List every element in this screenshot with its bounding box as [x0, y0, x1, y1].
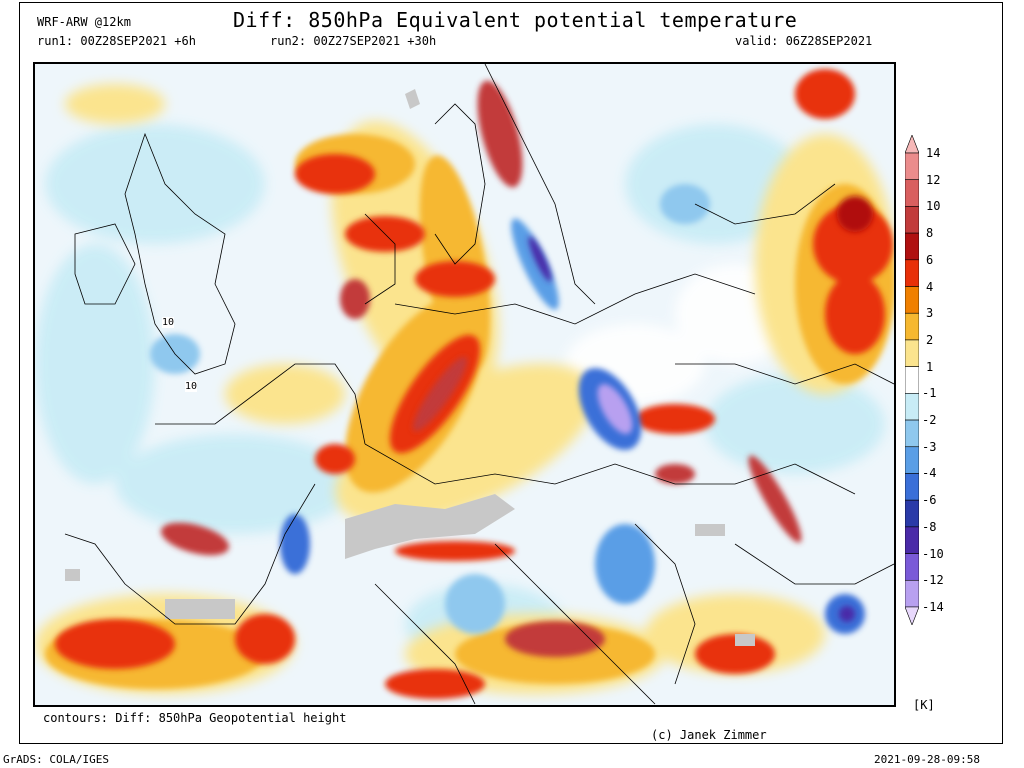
colorbar-tick-label: -3	[922, 439, 937, 454]
colorbar-swatches	[904, 134, 920, 626]
colorbar-tick-label: -4	[922, 466, 937, 481]
colorbar-swatch	[904, 259, 920, 287]
plot-frame	[19, 2, 1003, 744]
colorbar-tick-label: 6	[926, 252, 934, 267]
colorbar-swatch	[904, 393, 920, 421]
colorbar-tick-label: 3	[926, 306, 934, 321]
colorbar-tick-label: 14	[926, 146, 941, 160]
colorbar-tick-label: 12	[926, 172, 941, 187]
contour-label-2: 10	[185, 381, 198, 392]
colorbar-swatch	[904, 419, 920, 448]
colorbar-swatch	[904, 339, 920, 367]
grads-label: GrADS: COLA/IGES	[3, 753, 109, 766]
colorbar-swatch	[904, 179, 920, 207]
page-title: Diff: 850hPa Equivalent potential temper…	[233, 8, 798, 32]
model-label: WRF-ARW @12km	[37, 15, 131, 29]
colorbar-tick-label: -14	[922, 600, 944, 614]
colorbar-swatch	[904, 553, 920, 581]
contours-caption: contours: Diff: 850hPa Geopotential heig…	[43, 711, 347, 725]
colorbar-swatch	[904, 473, 920, 501]
colorbar-unit: [K]	[913, 698, 935, 712]
colorbar-tick-label: 4	[926, 279, 934, 294]
colorbar-tick-label: 8	[926, 226, 934, 241]
colorbar-swatch	[904, 446, 920, 474]
colorbar-tick-label: 2	[926, 332, 934, 347]
colorbar-swatch	[904, 499, 920, 528]
map-panel: 10 10	[33, 62, 896, 707]
colorbar-swatch	[904, 286, 920, 314]
run2-label: run2: 00Z27SEP2021 +30h	[270, 34, 437, 48]
colorbar-tick-label: -6	[922, 493, 937, 508]
colorbar-tick-label: -8	[922, 519, 937, 534]
credit-label: (c) Janek Zimmer	[651, 728, 767, 742]
colorbar-swatch	[904, 526, 920, 554]
colorbar-tick-label: -12	[922, 573, 944, 588]
colorbar	[904, 134, 920, 626]
timestamp-label: 2021-09-28-09:58	[874, 753, 980, 766]
colorbar-tick-label: 1	[926, 359, 934, 374]
colorbar-swatch	[904, 152, 920, 181]
contour-label-1: 10	[162, 317, 175, 328]
colorbar-swatch	[904, 366, 920, 394]
colorbar-swatch	[904, 232, 920, 261]
colorbar-tick-label: -2	[922, 413, 937, 428]
colorbar-swatch	[904, 606, 920, 626]
colorbar-swatch	[904, 312, 920, 341]
colorbar-tick-label: -1	[922, 386, 937, 401]
colorbar-tick-label: -10	[922, 546, 944, 561]
run1-label: run1: 00Z28SEP2021 +6h	[37, 34, 196, 48]
field-plot	[35, 64, 894, 705]
colorbar-swatch	[904, 134, 920, 154]
valid-label: valid: 06Z28SEP2021	[735, 34, 873, 48]
colorbar-tick-label: 10	[926, 199, 941, 214]
colorbar-swatch	[904, 579, 920, 608]
colorbar-swatch	[904, 206, 920, 234]
